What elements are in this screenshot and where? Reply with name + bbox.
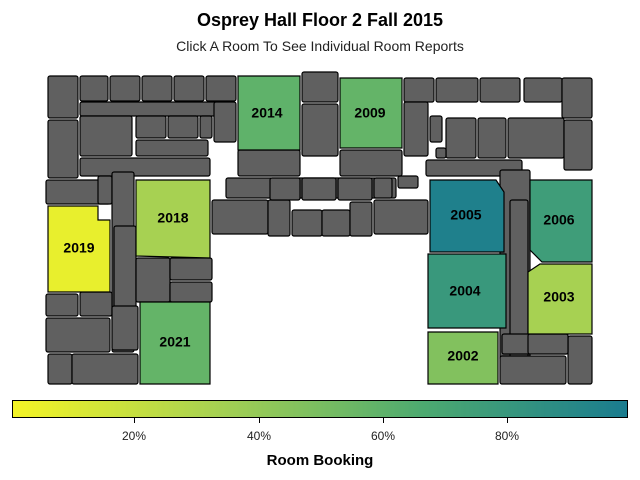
- room-2021[interactable]: [139, 301, 211, 385]
- structure-block: [425, 159, 523, 177]
- rooms-layer: [47, 75, 593, 385]
- structure-block: [97, 175, 113, 205]
- structure-block: [79, 157, 211, 177]
- structure-block: [567, 335, 593, 385]
- structure-block: [79, 115, 133, 157]
- structure-block: [269, 177, 301, 201]
- structure-block: [373, 199, 429, 235]
- structure-block: [435, 77, 479, 103]
- room-2014[interactable]: [237, 75, 301, 151]
- structure-block: [79, 291, 113, 317]
- structure-block: [477, 117, 507, 159]
- structure-block: [429, 115, 443, 143]
- structure-block: [47, 119, 79, 179]
- scale-tick: [383, 418, 384, 423]
- structure-block: [563, 119, 593, 171]
- structure-block: [71, 353, 139, 385]
- room-2006[interactable]: [529, 179, 593, 263]
- structure-block: [237, 149, 301, 177]
- structure-block: [79, 101, 231, 117]
- map-title: Osprey Hall Floor 2 Fall 2015: [196, 10, 444, 30]
- room-2003[interactable]: [527, 263, 593, 335]
- structure-block: [435, 147, 447, 159]
- structure-block: [135, 115, 167, 139]
- structure-block: [301, 103, 339, 157]
- scale-tick-label: 20%: [121, 429, 147, 443]
- structure-block: [561, 77, 593, 119]
- color-scale-bar: [12, 400, 628, 418]
- building-structure: [45, 71, 593, 385]
- structure-block: [211, 199, 269, 235]
- structure-block: [397, 175, 419, 189]
- room-2009[interactable]: [339, 77, 403, 149]
- structure-block: [267, 199, 291, 237]
- structure-block: [339, 149, 403, 177]
- structure-block: [523, 77, 563, 103]
- scale-tick: [134, 418, 135, 423]
- structure-block: [169, 281, 213, 303]
- structure-block: [45, 293, 79, 317]
- structure-block: [111, 305, 139, 351]
- structure-block: [135, 139, 209, 157]
- scale-tick-label: 40%: [246, 429, 272, 443]
- color-scale-title: Room Booking: [266, 452, 374, 469]
- room-2002[interactable]: [427, 331, 499, 385]
- structure-block: [47, 75, 79, 119]
- room-2004[interactable]: [427, 253, 507, 329]
- scale-tick: [507, 418, 508, 423]
- structure-block: [349, 201, 373, 237]
- map-subtitle: Click A Room To See Individual Room Repo…: [176, 38, 464, 54]
- structure-block: [205, 75, 237, 102]
- structure-block: [167, 115, 199, 139]
- structure-block: [47, 353, 73, 385]
- structure-block: [403, 77, 435, 103]
- structure-block: [337, 177, 373, 201]
- structure-block: [135, 257, 171, 303]
- structure-block: [507, 117, 565, 159]
- structure-block: [301, 71, 339, 103]
- structure-block: [109, 75, 141, 102]
- structure-block: [403, 101, 429, 157]
- structure-block: [373, 177, 393, 199]
- scale-tick-label: 60%: [370, 429, 396, 443]
- room-2018[interactable]: [135, 179, 211, 259]
- scale-tick: [259, 418, 260, 423]
- structure-block: [291, 209, 323, 237]
- structure-block: [45, 317, 111, 353]
- structure-block: [301, 177, 337, 201]
- structure-block: [213, 101, 237, 143]
- structure-block: [527, 333, 569, 355]
- structure-block: [479, 77, 521, 103]
- structure-block: [173, 75, 205, 102]
- structure-block: [79, 75, 109, 102]
- room-2019[interactable]: [47, 205, 111, 293]
- structure-block: [499, 355, 567, 385]
- room-2005[interactable]: [429, 179, 505, 253]
- structure-block: [169, 257, 213, 281]
- structure-block: [141, 75, 173, 102]
- structure-block: [445, 117, 477, 159]
- structure-block: [321, 209, 351, 237]
- structure-block: [199, 115, 213, 139]
- scale-tick-label: 80%: [494, 429, 520, 443]
